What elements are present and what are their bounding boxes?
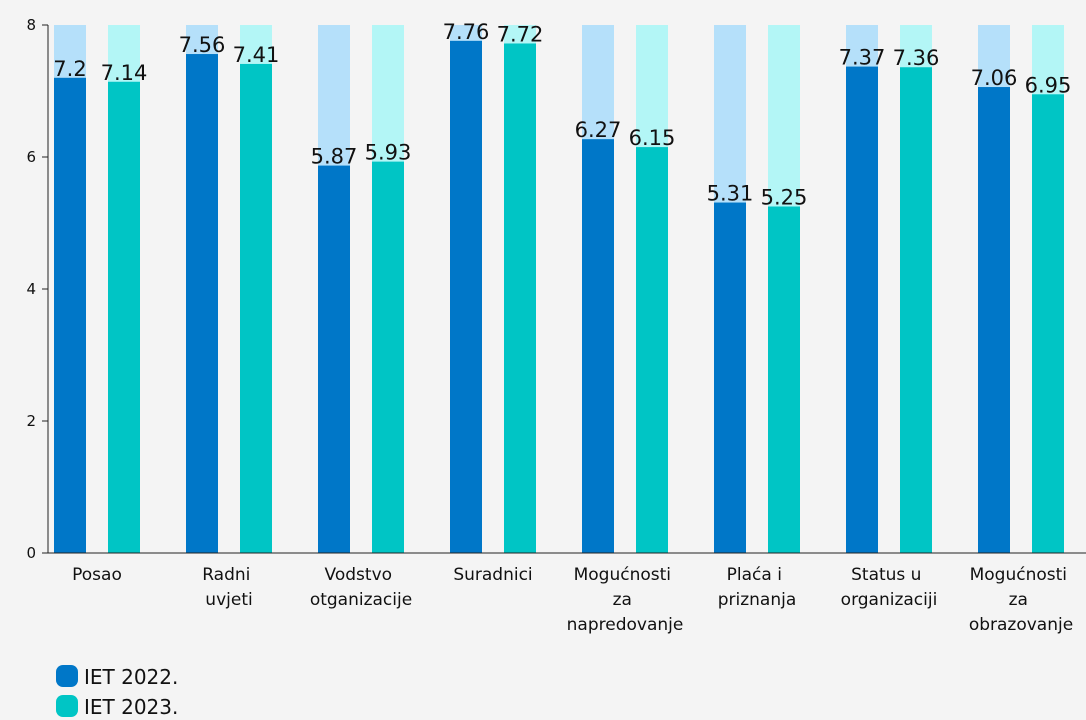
x-tick-label: Vodstvo otganizacije — [310, 565, 412, 610]
x-tick-label: Mogućnosti za obrazovanje — [969, 565, 1073, 635]
data-label: 7.41 — [233, 43, 280, 67]
legend-swatch — [56, 695, 78, 717]
y-tick-label: 4 — [26, 280, 36, 298]
x-tick-label: Plaća i priznanja — [718, 565, 797, 610]
bar — [636, 147, 668, 553]
data-label: 5.93 — [365, 141, 412, 165]
data-label: 6.27 — [575, 118, 622, 142]
bar — [54, 77, 86, 554]
bar — [846, 66, 878, 553]
x-tick-label: Suradnici — [453, 565, 532, 585]
bar — [1032, 94, 1064, 554]
bar — [108, 81, 140, 553]
x-tick-label: Radni uvjeti — [202, 565, 256, 610]
data-label: 7.14 — [101, 61, 148, 85]
bar — [978, 87, 1010, 553]
bar — [240, 63, 272, 553]
bar — [768, 206, 800, 553]
data-label: 5.25 — [761, 186, 808, 210]
data-label: 5.87 — [311, 145, 358, 169]
bar — [714, 202, 746, 554]
legend-label: IET 2023. — [84, 695, 178, 719]
legend-swatch — [56, 665, 78, 687]
y-tick-label: 2 — [26, 412, 36, 430]
bar — [372, 161, 404, 553]
bar — [318, 165, 350, 553]
bar — [450, 40, 482, 553]
legend-label: IET 2022. — [84, 665, 178, 689]
y-tick-label: 6 — [26, 148, 36, 166]
data-label: 7.36 — [893, 46, 940, 70]
data-label: 7.72 — [497, 22, 544, 46]
data-label: 5.31 — [707, 182, 754, 206]
x-tick-label: Status u organizaciji — [841, 565, 938, 610]
data-label: 7.37 — [839, 46, 886, 70]
x-tick-label: Posao — [72, 565, 122, 585]
y-tick-label: 0 — [26, 544, 36, 562]
bar — [504, 43, 536, 553]
data-label: 7.2 — [53, 57, 86, 81]
bar — [186, 54, 218, 553]
bar — [900, 67, 932, 554]
y-tick-label: 8 — [26, 16, 36, 34]
data-label: 6.15 — [629, 126, 676, 150]
data-label: 7.56 — [179, 33, 226, 57]
x-tick-label: Mogućnosti za napredovanje — [567, 565, 684, 635]
data-label: 6.95 — [1025, 73, 1072, 97]
data-label: 7.76 — [443, 20, 490, 44]
data-label: 7.06 — [971, 66, 1018, 90]
bar — [582, 139, 614, 553]
